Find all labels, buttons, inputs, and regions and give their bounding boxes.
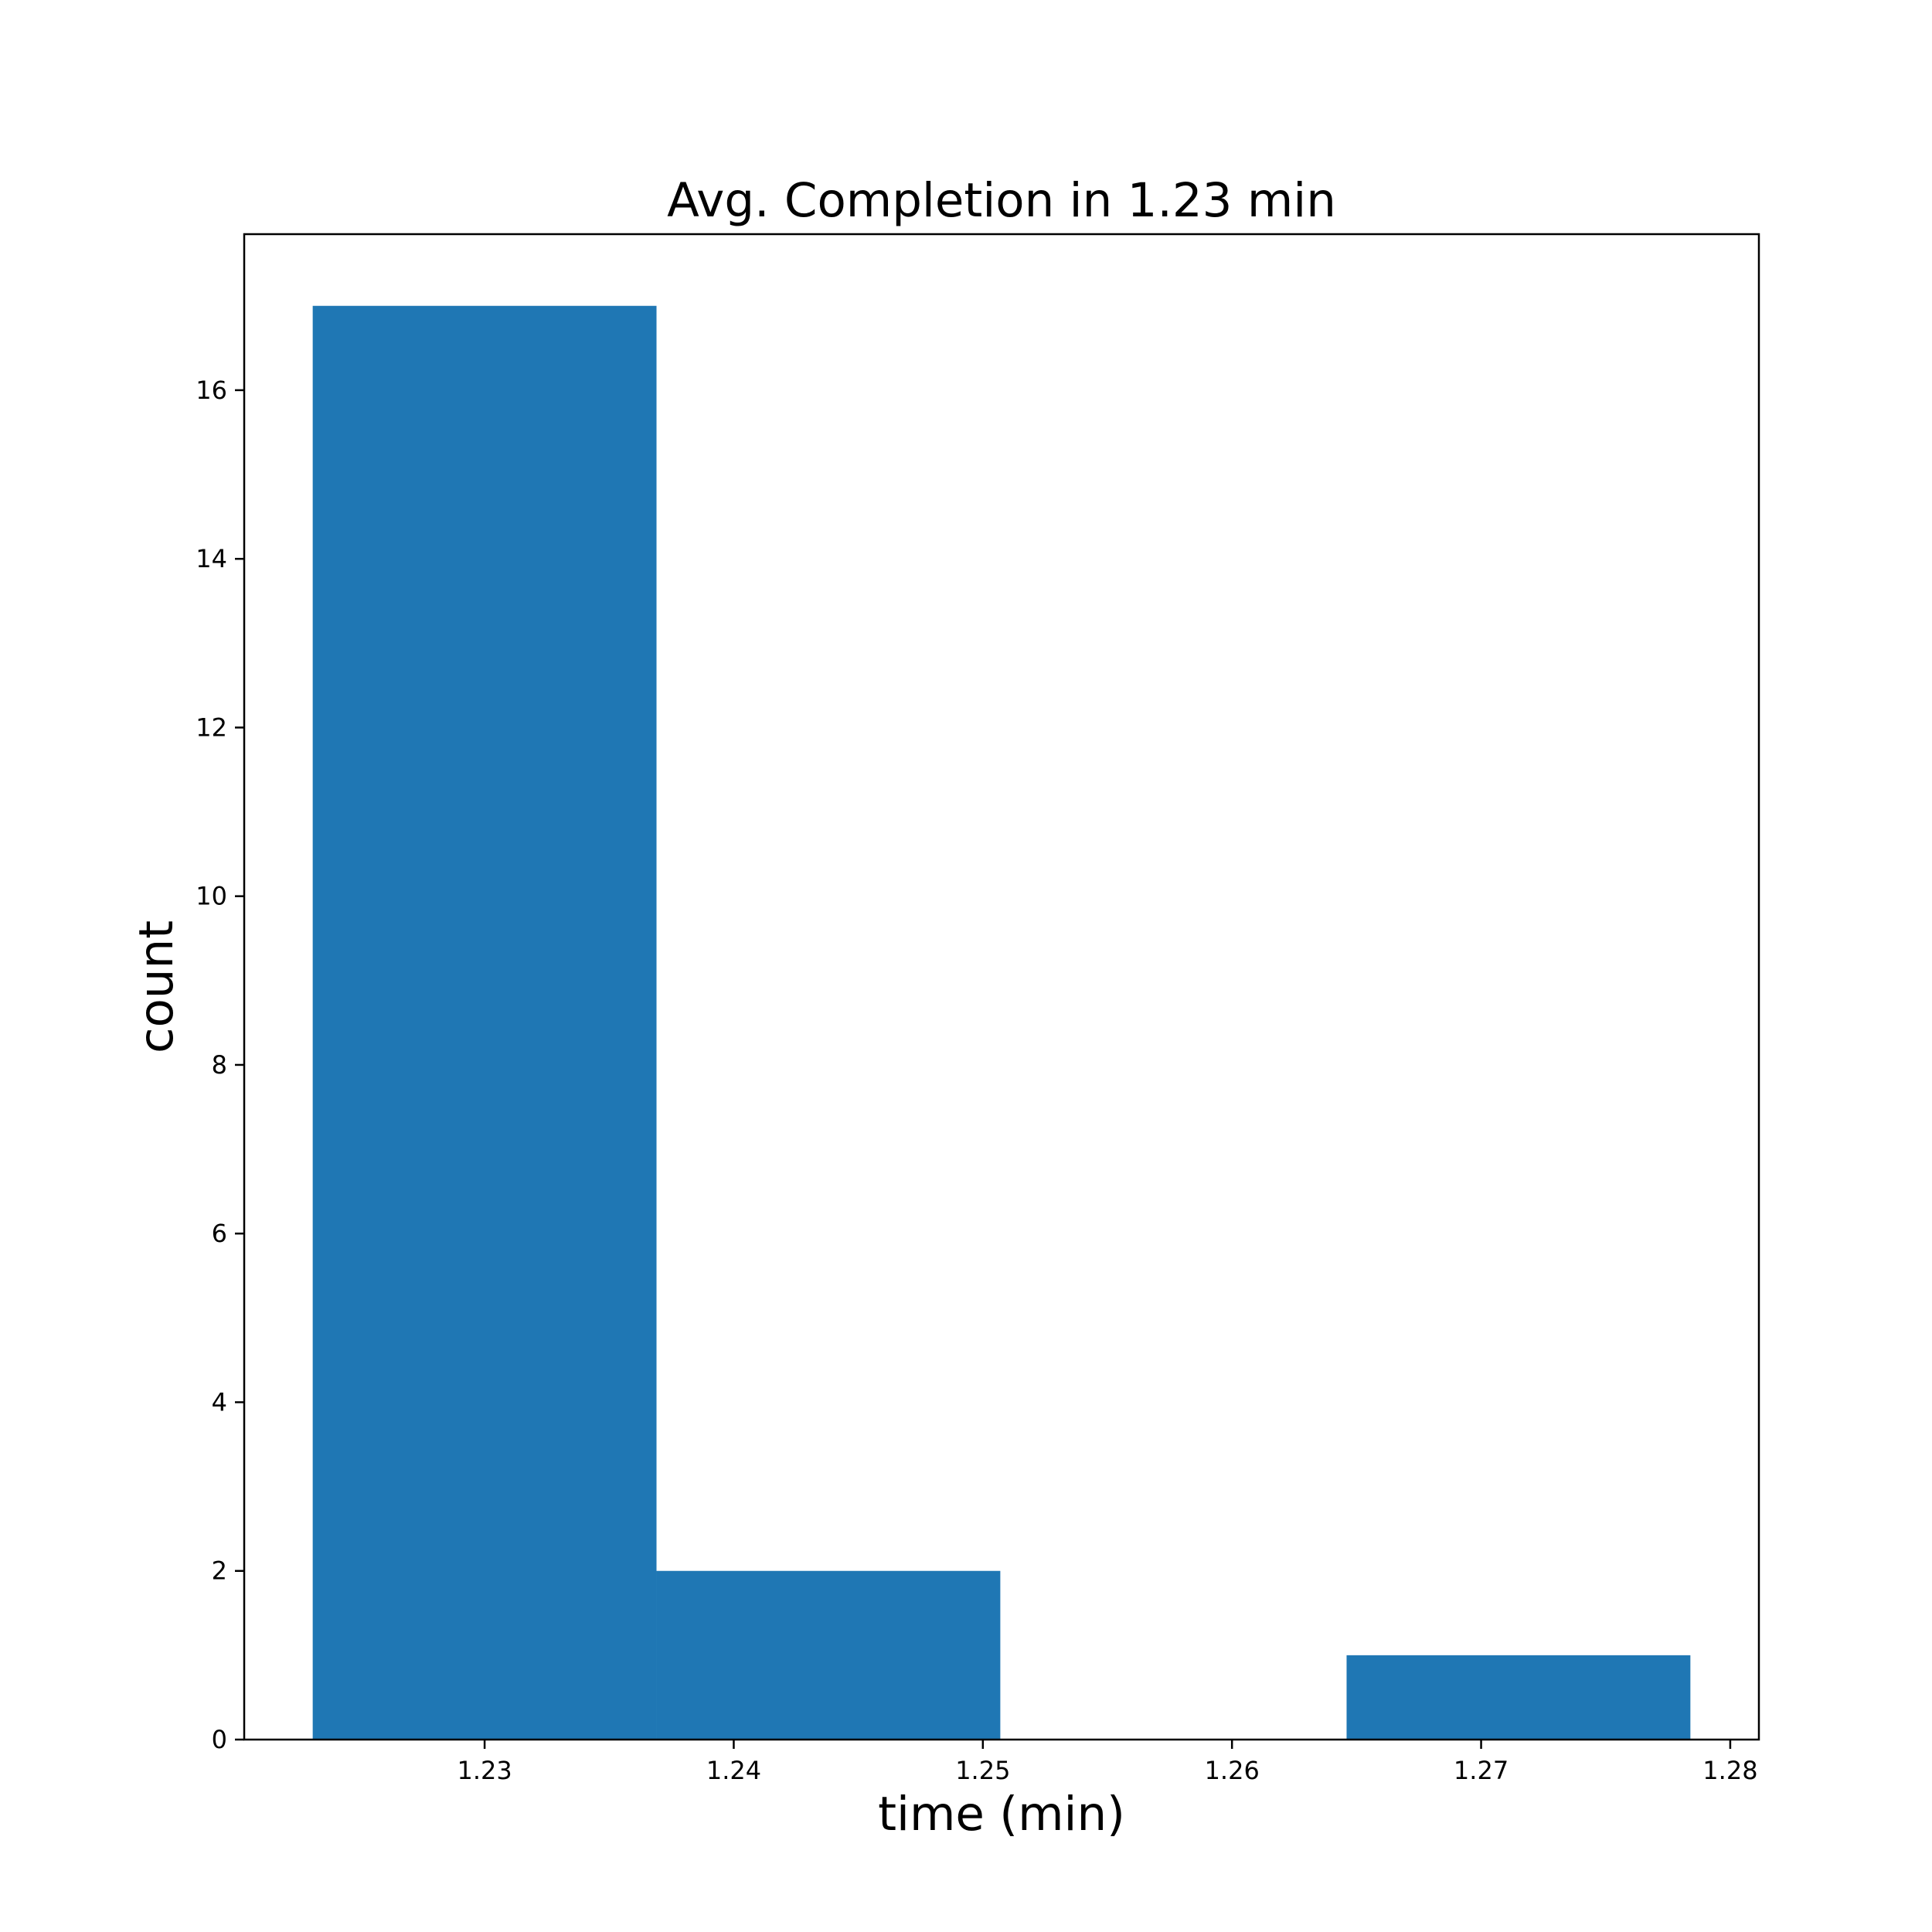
x-axis-ticks: 1.23 1.24 1.25 1.26 1.27 1.28 [457, 1740, 1758, 1785]
y-tick-label: 6 [212, 1219, 227, 1248]
y-tick-label: 12 [196, 713, 227, 742]
x-tick-label: 1.26 [1205, 1756, 1260, 1785]
histogram-bar [1346, 1655, 1691, 1740]
y-tick-label: 14 [196, 544, 227, 573]
y-tick-label: 10 [196, 882, 227, 911]
chart-title: Avg. Completion in 1.23 min [667, 173, 1336, 228]
x-axis-label: time (min) [878, 1787, 1125, 1842]
x-tick-label: 1.24 [706, 1756, 761, 1785]
bars-group [312, 305, 1691, 1740]
y-axis-ticks: 0 2 4 6 8 10 12 14 16 [196, 376, 244, 1754]
x-tick-label: 1.27 [1454, 1756, 1509, 1785]
plot-frame [243, 233, 1760, 1741]
x-tick-label: 1.23 [457, 1756, 512, 1785]
x-tick-label: 1.25 [955, 1756, 1010, 1785]
y-tick-label: 4 [212, 1387, 227, 1417]
y-tick-label: 2 [212, 1556, 227, 1586]
y-tick-label: 16 [196, 376, 227, 405]
y-axis-label: count [129, 920, 184, 1053]
y-tick-label: 0 [212, 1725, 227, 1754]
y-tick-label: 8 [212, 1050, 227, 1080]
x-tick-label: 1.28 [1702, 1756, 1757, 1785]
histogram-bar [656, 1570, 1001, 1740]
histogram-bar [312, 305, 657, 1740]
